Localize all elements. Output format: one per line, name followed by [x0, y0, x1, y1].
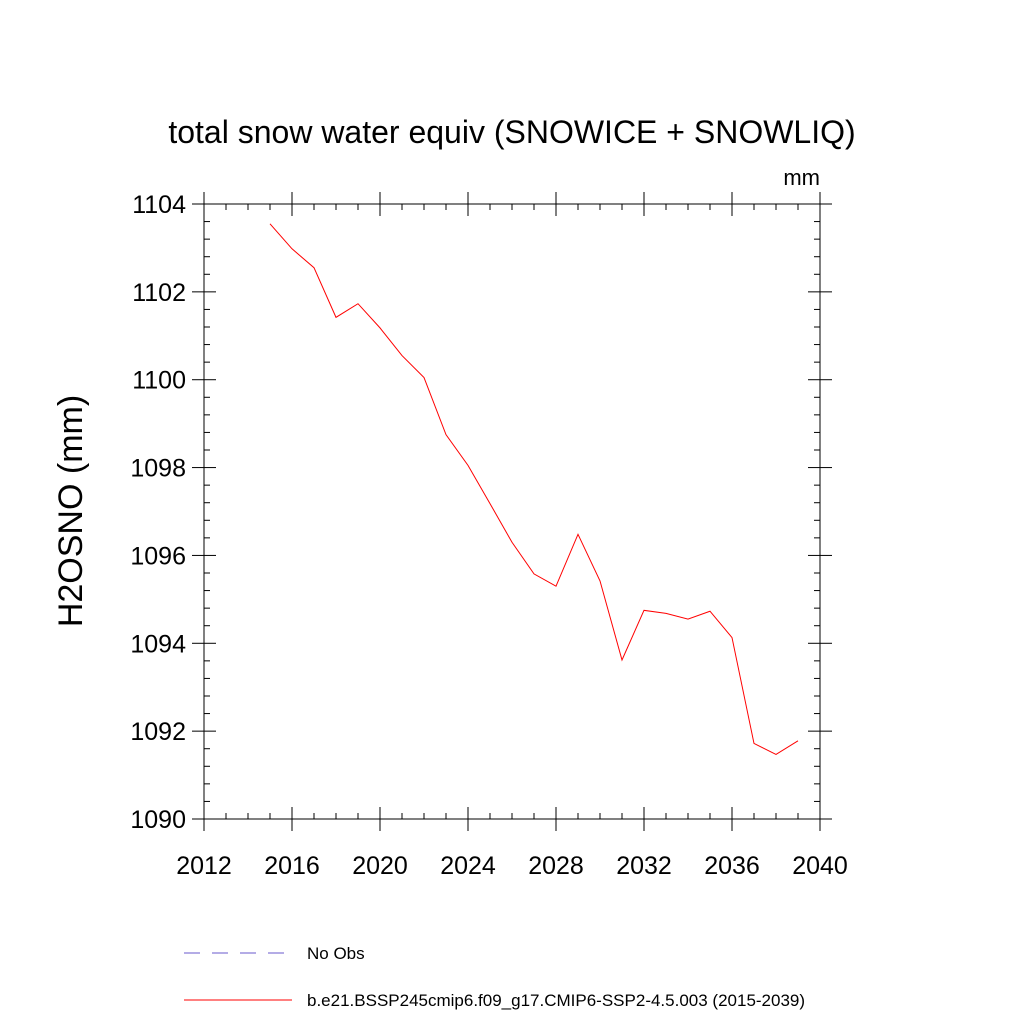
- x-tick-label: 2012: [176, 852, 232, 880]
- series-line-0: [269, 223, 799, 755]
- x-tick-label: 2024: [440, 852, 496, 880]
- x-tick-label: 2020: [352, 852, 408, 880]
- axis-ticks: [192, 192, 832, 831]
- x-tick-label: 2036: [704, 852, 760, 880]
- legend: No Obs b.e21.BSSP245cmip6.f09_g17.CMIP6-S…: [184, 944, 805, 1010]
- y-tick-label: 1098: [130, 455, 186, 483]
- y-tick-label: 1100: [132, 367, 186, 395]
- chart-title: total snow water equiv (SNOWICE + SNOWLI…: [168, 114, 855, 150]
- legend-label-1: No Obs: [307, 944, 365, 963]
- x-tick-label: 2032: [616, 852, 672, 880]
- y-tick-label: 1090: [130, 806, 186, 834]
- x-tick-label: 2028: [528, 852, 584, 880]
- plot-frame: [203, 203, 821, 820]
- legend-label-0: b.e21.BSSP245cmip6.f09_g17.CMIP6-SSP2-4.…: [307, 991, 805, 1010]
- y-axis-label: H2OSNO (mm): [52, 395, 90, 627]
- x-tick-label: 2016: [264, 852, 320, 880]
- y-tick-label: 1102: [132, 279, 186, 307]
- x-tick-label: 2040: [792, 852, 848, 880]
- tick-labels: 2012 2016 2020 2024 2028 2032 2036 2040 1090 1092…: [130, 191, 847, 880]
- y-tick-label: 1096: [130, 542, 186, 570]
- y-tick-label: 1094: [130, 630, 186, 658]
- y-tick-label: 1104: [132, 191, 186, 219]
- units-label: mm: [783, 165, 820, 190]
- y-tick-label: 1092: [130, 718, 186, 746]
- series-lines: [269, 223, 799, 755]
